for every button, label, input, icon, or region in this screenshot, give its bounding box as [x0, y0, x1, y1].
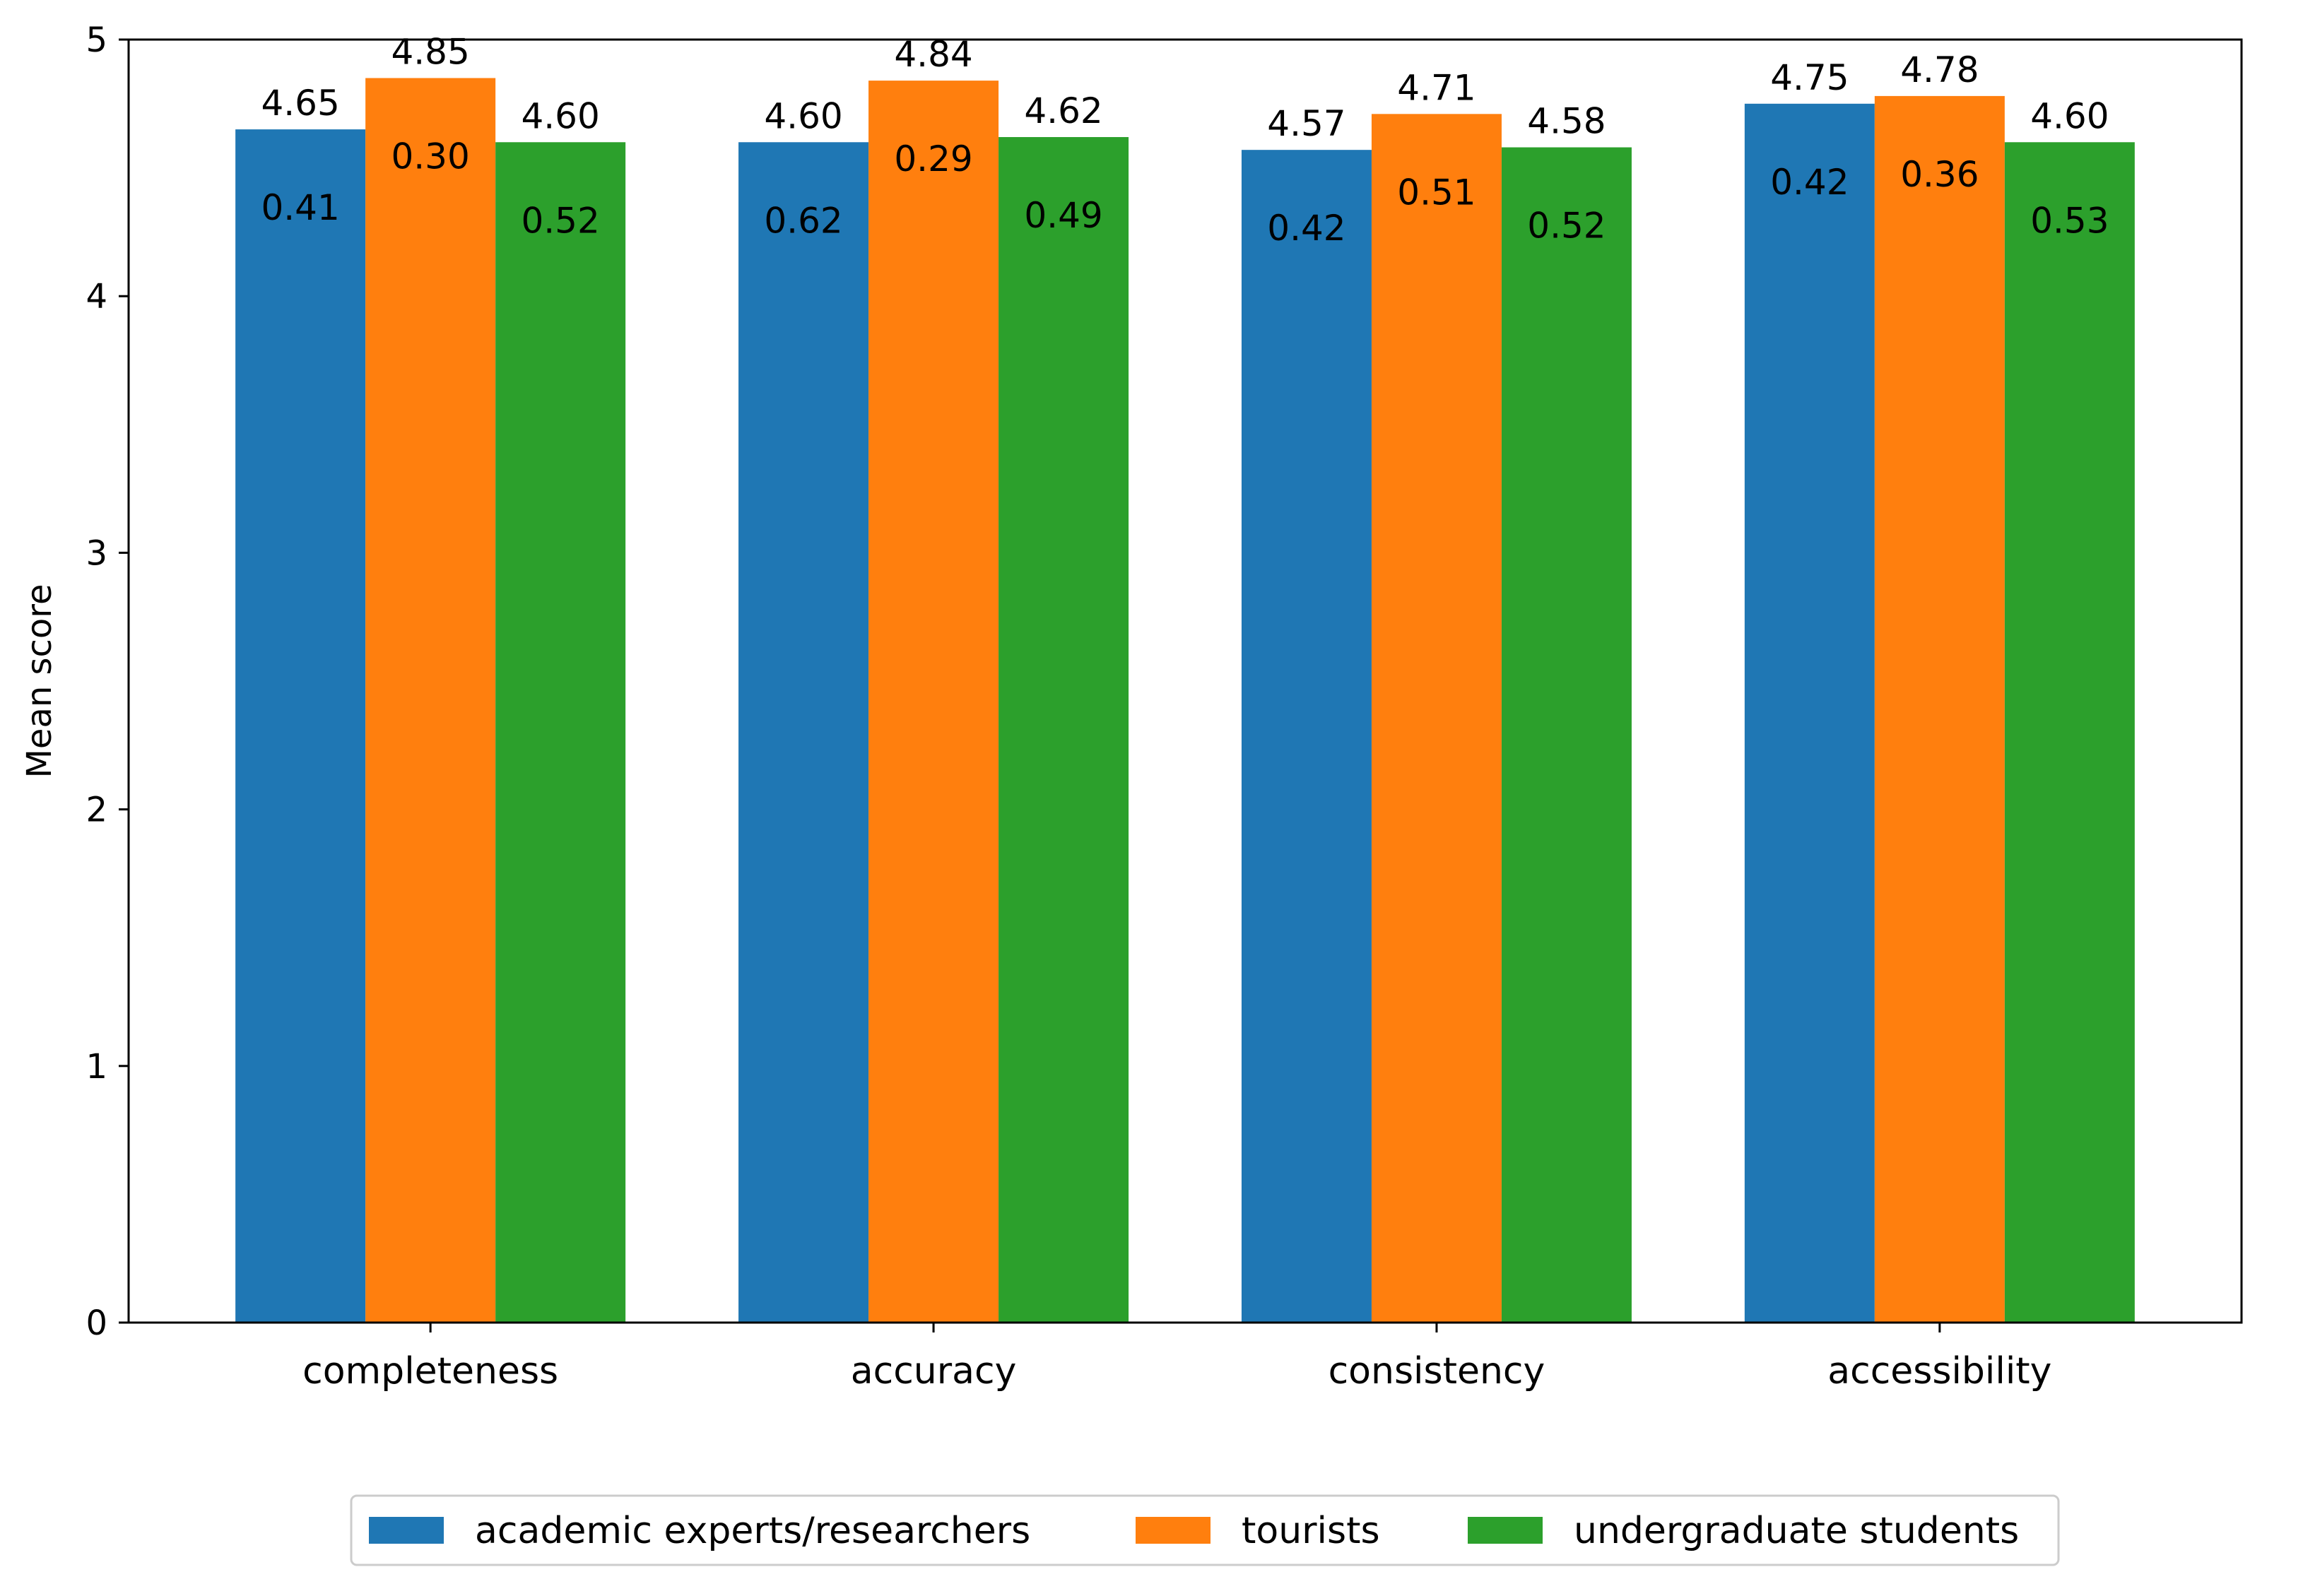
legend-label-series-3: undergraduate students — [1574, 1510, 2019, 1552]
bar-accuracy-series-3 — [999, 137, 1129, 1323]
sd-label: 0.42 — [1770, 162, 1849, 203]
category-label-accuracy: accuracy — [851, 1350, 1017, 1393]
sd-label: 0.42 — [1267, 208, 1345, 249]
sd-label: 0.62 — [764, 200, 842, 241]
bar-accessibility-series-1 — [1744, 103, 1875, 1323]
y-tick-label: 2 — [86, 791, 107, 830]
bar-accuracy-series-2 — [868, 81, 999, 1323]
bars-layer — [235, 78, 2135, 1323]
bar-consistency-series-1 — [1241, 150, 1372, 1323]
value-label: 4.84 — [894, 34, 972, 75]
category-label-consistency: consistency — [1329, 1350, 1545, 1393]
bar-completeness-series-3 — [495, 142, 626, 1323]
x-axis: completeness accuracy consistency accessibi… — [302, 1323, 2051, 1393]
y-axis: 0 1 2 3 4 5 — [86, 20, 129, 1343]
bar-consistency-series-2 — [1371, 114, 1502, 1323]
legend-swatch-series-2 — [1136, 1517, 1211, 1544]
value-label: 4.60 — [521, 95, 599, 136]
bar-accessibility-series-2 — [1874, 95, 2005, 1323]
y-tick-label: 5 — [86, 20, 107, 60]
sd-label: 0.51 — [1397, 172, 1476, 213]
y-tick-label: 3 — [86, 533, 107, 573]
legend-swatch-series-1 — [369, 1517, 444, 1544]
sd-label: 0.29 — [894, 138, 972, 179]
bar-completeness-series-2 — [365, 78, 496, 1323]
value-label: 4.85 — [391, 31, 469, 72]
category-label-completeness: completeness — [302, 1350, 558, 1393]
bar-accessibility-series-3 — [2004, 142, 2135, 1323]
bar-consistency-series-3 — [1501, 147, 1632, 1323]
sd-label: 0.52 — [1527, 206, 1606, 247]
sd-label: 0.49 — [1024, 195, 1102, 236]
value-label: 4.71 — [1397, 67, 1476, 108]
y-tick-label: 1 — [86, 1047, 107, 1087]
value-label: 4.75 — [1770, 57, 1849, 98]
value-label: 4.78 — [1900, 49, 1979, 90]
value-label: 4.65 — [261, 83, 339, 124]
bar-accuracy-series-1 — [738, 142, 869, 1323]
y-tick-label: 4 — [86, 277, 107, 317]
category-label-accessibility: accessibility — [1827, 1350, 2051, 1393]
plot-frame — [127, 38, 2243, 1324]
sd-label: 0.41 — [261, 187, 339, 228]
value-label: 4.57 — [1267, 103, 1345, 144]
value-label: 4.60 — [2030, 95, 2109, 136]
sd-label: 0.30 — [391, 136, 469, 177]
sd-label: 0.52 — [521, 200, 599, 241]
legend-label-series-2: tourists — [1242, 1510, 1380, 1552]
bar-completeness-series-1 — [235, 129, 366, 1323]
labels-layer: 4.65 0.41 4.85 0.30 4.60 0.52 4.60 0.62 4.84 0.29… — [261, 31, 2109, 249]
y-axis-title: Mean score — [20, 584, 59, 778]
legend-swatch-series-3 — [1468, 1517, 1543, 1544]
value-label: 4.58 — [1527, 101, 1606, 142]
sd-label: 0.53 — [2030, 200, 2109, 241]
y-tick-label: 0 — [86, 1304, 107, 1343]
value-label: 4.62 — [1024, 90, 1102, 131]
legend: academic experts/researchers tourists unde… — [350, 1494, 2060, 1566]
value-label: 4.60 — [764, 95, 842, 136]
sd-label: 0.36 — [1900, 154, 1979, 195]
legend-label-series-1: academic experts/researchers — [475, 1510, 1030, 1552]
